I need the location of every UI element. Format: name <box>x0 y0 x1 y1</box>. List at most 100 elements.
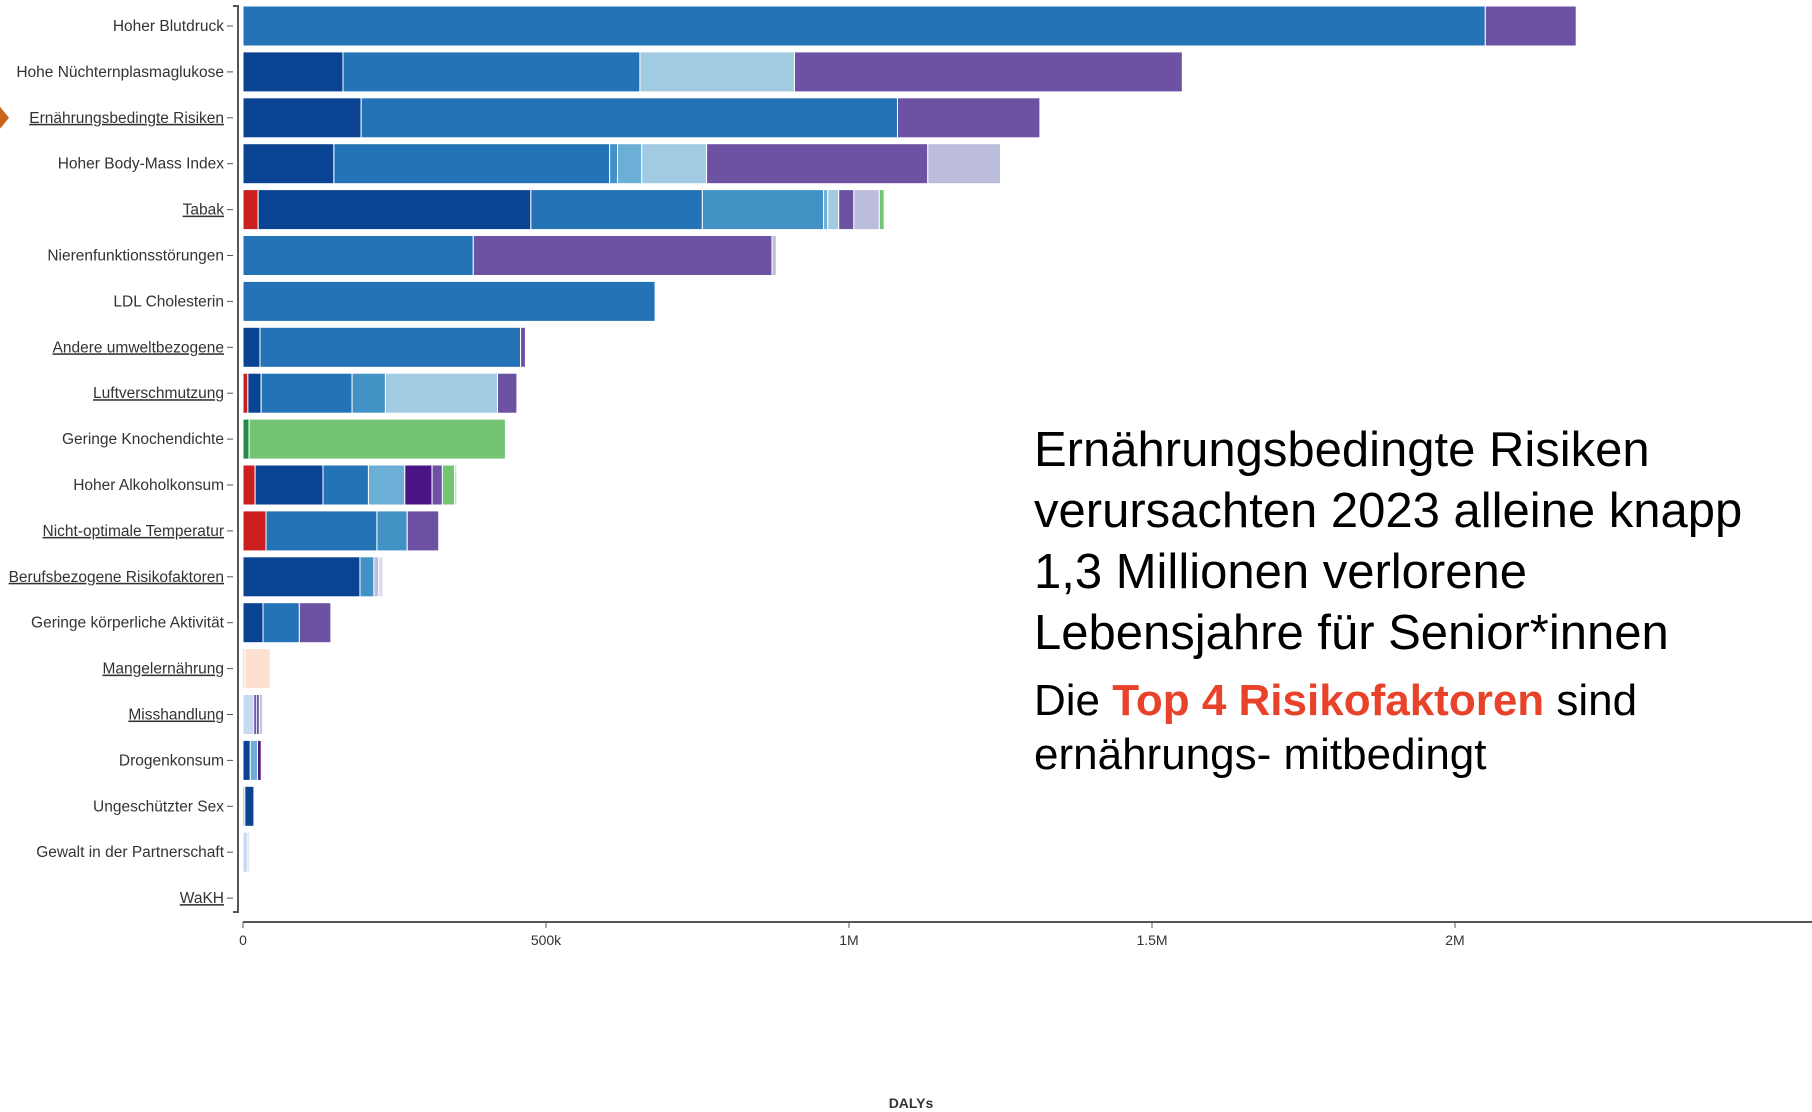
y-axis-line <box>233 5 239 913</box>
bar-segment[interactable] <box>896 97 1041 139</box>
bar-segment[interactable] <box>827 189 840 231</box>
category-label[interactable]: Nicht-optimale Temperatur <box>43 523 224 540</box>
bar-segment[interactable] <box>244 785 255 827</box>
bar-segment[interactable] <box>265 510 378 552</box>
selected-row-marker-icon <box>0 106 9 129</box>
x-tick-labels: 0 500k 1M 1.5M 2M <box>239 932 1465 948</box>
category-label: Hoher Blutdruck <box>113 18 224 35</box>
bar-segment[interactable] <box>247 831 251 873</box>
subheadline-prefix: Die <box>1034 676 1113 725</box>
bar-segment[interactable] <box>261 694 265 735</box>
bar-segment[interactable] <box>367 464 406 506</box>
bar-segment[interactable] <box>641 143 708 185</box>
x-tick-label: 1M <box>839 932 858 948</box>
bar-segment[interactable] <box>257 739 262 781</box>
bar-segment[interactable] <box>242 464 256 506</box>
category-label: LDL Cholesterin <box>113 293 224 310</box>
bar-segment[interactable] <box>242 143 335 185</box>
annotation-overlay: Ernährungsbedingte Risiken verursachten … <box>1034 420 1794 782</box>
bar-segment[interactable] <box>262 602 300 644</box>
bar-segment[interactable] <box>878 189 885 231</box>
bar-segment[interactable] <box>823 189 829 231</box>
bar-segment[interactable] <box>406 510 440 552</box>
category-labels: Hoher Blutdruck Hohe Nüchternplasmaglukos… <box>9 18 225 907</box>
bar-segment[interactable] <box>838 189 855 231</box>
category-label[interactable]: Misshandlung <box>128 707 224 724</box>
bar-segment[interactable] <box>927 143 1002 185</box>
category-label[interactable]: WaKH <box>180 890 224 907</box>
bar-segment[interactable] <box>242 556 361 598</box>
bar-segment[interactable] <box>793 51 1183 93</box>
bar-segment[interactable] <box>351 372 386 414</box>
category-label: Geringe Knochendichte <box>62 431 224 448</box>
bar-segment[interactable] <box>242 418 250 460</box>
bar-segment[interactable] <box>242 189 259 231</box>
bar-segment[interactable] <box>260 372 353 414</box>
bar-segment[interactable] <box>378 556 384 598</box>
bar-segment[interactable] <box>242 739 251 781</box>
category-label: Geringe körperliche Aktivität <box>31 615 225 632</box>
bar-segment[interactable] <box>706 143 929 185</box>
category-label[interactable]: Mangelernährung <box>102 661 224 678</box>
bar-segment[interactable] <box>376 510 408 552</box>
bar-segment[interactable] <box>520 326 526 368</box>
bar-segment[interactable] <box>530 189 703 231</box>
bar-segment[interactable] <box>453 464 458 506</box>
bar-segment[interactable] <box>431 464 443 506</box>
bar-segment[interactable] <box>342 51 641 93</box>
x-tick-label: 500k <box>531 932 562 948</box>
bar-segment[interactable] <box>771 235 777 276</box>
bar-segment[interactable] <box>384 372 499 414</box>
bar-segment[interactable] <box>701 189 825 231</box>
bar-segment[interactable] <box>254 464 324 506</box>
x-tick-label: 0 <box>239 932 247 948</box>
bars-layer <box>242 5 1577 919</box>
bar-segment[interactable] <box>404 464 433 506</box>
bar-segment[interactable] <box>248 418 506 460</box>
category-label: Nierenfunktionsstörungen <box>47 248 224 265</box>
bar-segment[interactable] <box>242 694 255 735</box>
bar-segment[interactable] <box>373 556 380 598</box>
bar-segment[interactable] <box>242 97 362 139</box>
bar-segment[interactable] <box>242 235 474 276</box>
category-label: Hoher Body-Mass Index <box>58 156 225 173</box>
category-label: Gewalt in der Partnerschaft <box>36 844 225 861</box>
bar-segment[interactable] <box>249 739 259 781</box>
bar-segment[interactable] <box>333 143 611 185</box>
category-label: Hoher Alkoholkonsum <box>73 477 224 494</box>
category-label[interactable]: Ernährungsbedingte Risiken <box>29 110 224 127</box>
bar-segment[interactable] <box>359 556 375 598</box>
bar-segment[interactable] <box>853 189 880 231</box>
subheadline-highlight: Top 4 Risikofaktoren <box>1112 676 1545 725</box>
bar-segment[interactable] <box>242 877 245 919</box>
category-label[interactable]: Andere umweltbezogene <box>53 339 224 356</box>
bar-segment[interactable] <box>360 97 898 139</box>
bar-segment[interactable] <box>242 510 267 552</box>
axes-layer <box>227 5 1812 928</box>
category-label[interactable]: Berufsbezogene Risikofaktoren <box>9 569 224 586</box>
bar-segment[interactable] <box>497 372 518 414</box>
bar-segment[interactable] <box>242 831 249 873</box>
bar-segment[interactable] <box>617 143 643 185</box>
bar-segment[interactable] <box>247 372 262 414</box>
bar-segment[interactable] <box>472 235 773 276</box>
bar-segment[interactable] <box>242 280 656 322</box>
subheadline-suffix: sind ernährungs- mitbedingt <box>1034 676 1638 779</box>
category-label[interactable]: Tabak <box>183 202 225 219</box>
bar-segment[interactable] <box>639 51 795 93</box>
bar-segment[interactable] <box>242 326 261 368</box>
bar-segment[interactable] <box>298 602 332 644</box>
category-label[interactable]: Luftverschmutzung <box>93 385 224 402</box>
bar-segment[interactable] <box>242 602 264 644</box>
bar-segment[interactable] <box>244 648 271 690</box>
bar-segment[interactable] <box>257 189 532 231</box>
x-axis-title: DALYs <box>889 1095 934 1111</box>
bar-segment[interactable] <box>242 51 344 93</box>
bar-segment[interactable] <box>441 464 455 506</box>
bar-segment[interactable] <box>322 464 369 506</box>
bar-segment[interactable] <box>259 326 522 368</box>
bar-segment[interactable] <box>242 5 1486 47</box>
bar-segment[interactable] <box>609 143 619 185</box>
bar-segment[interactable] <box>242 372 249 414</box>
bar-segment[interactable] <box>1484 5 1577 47</box>
